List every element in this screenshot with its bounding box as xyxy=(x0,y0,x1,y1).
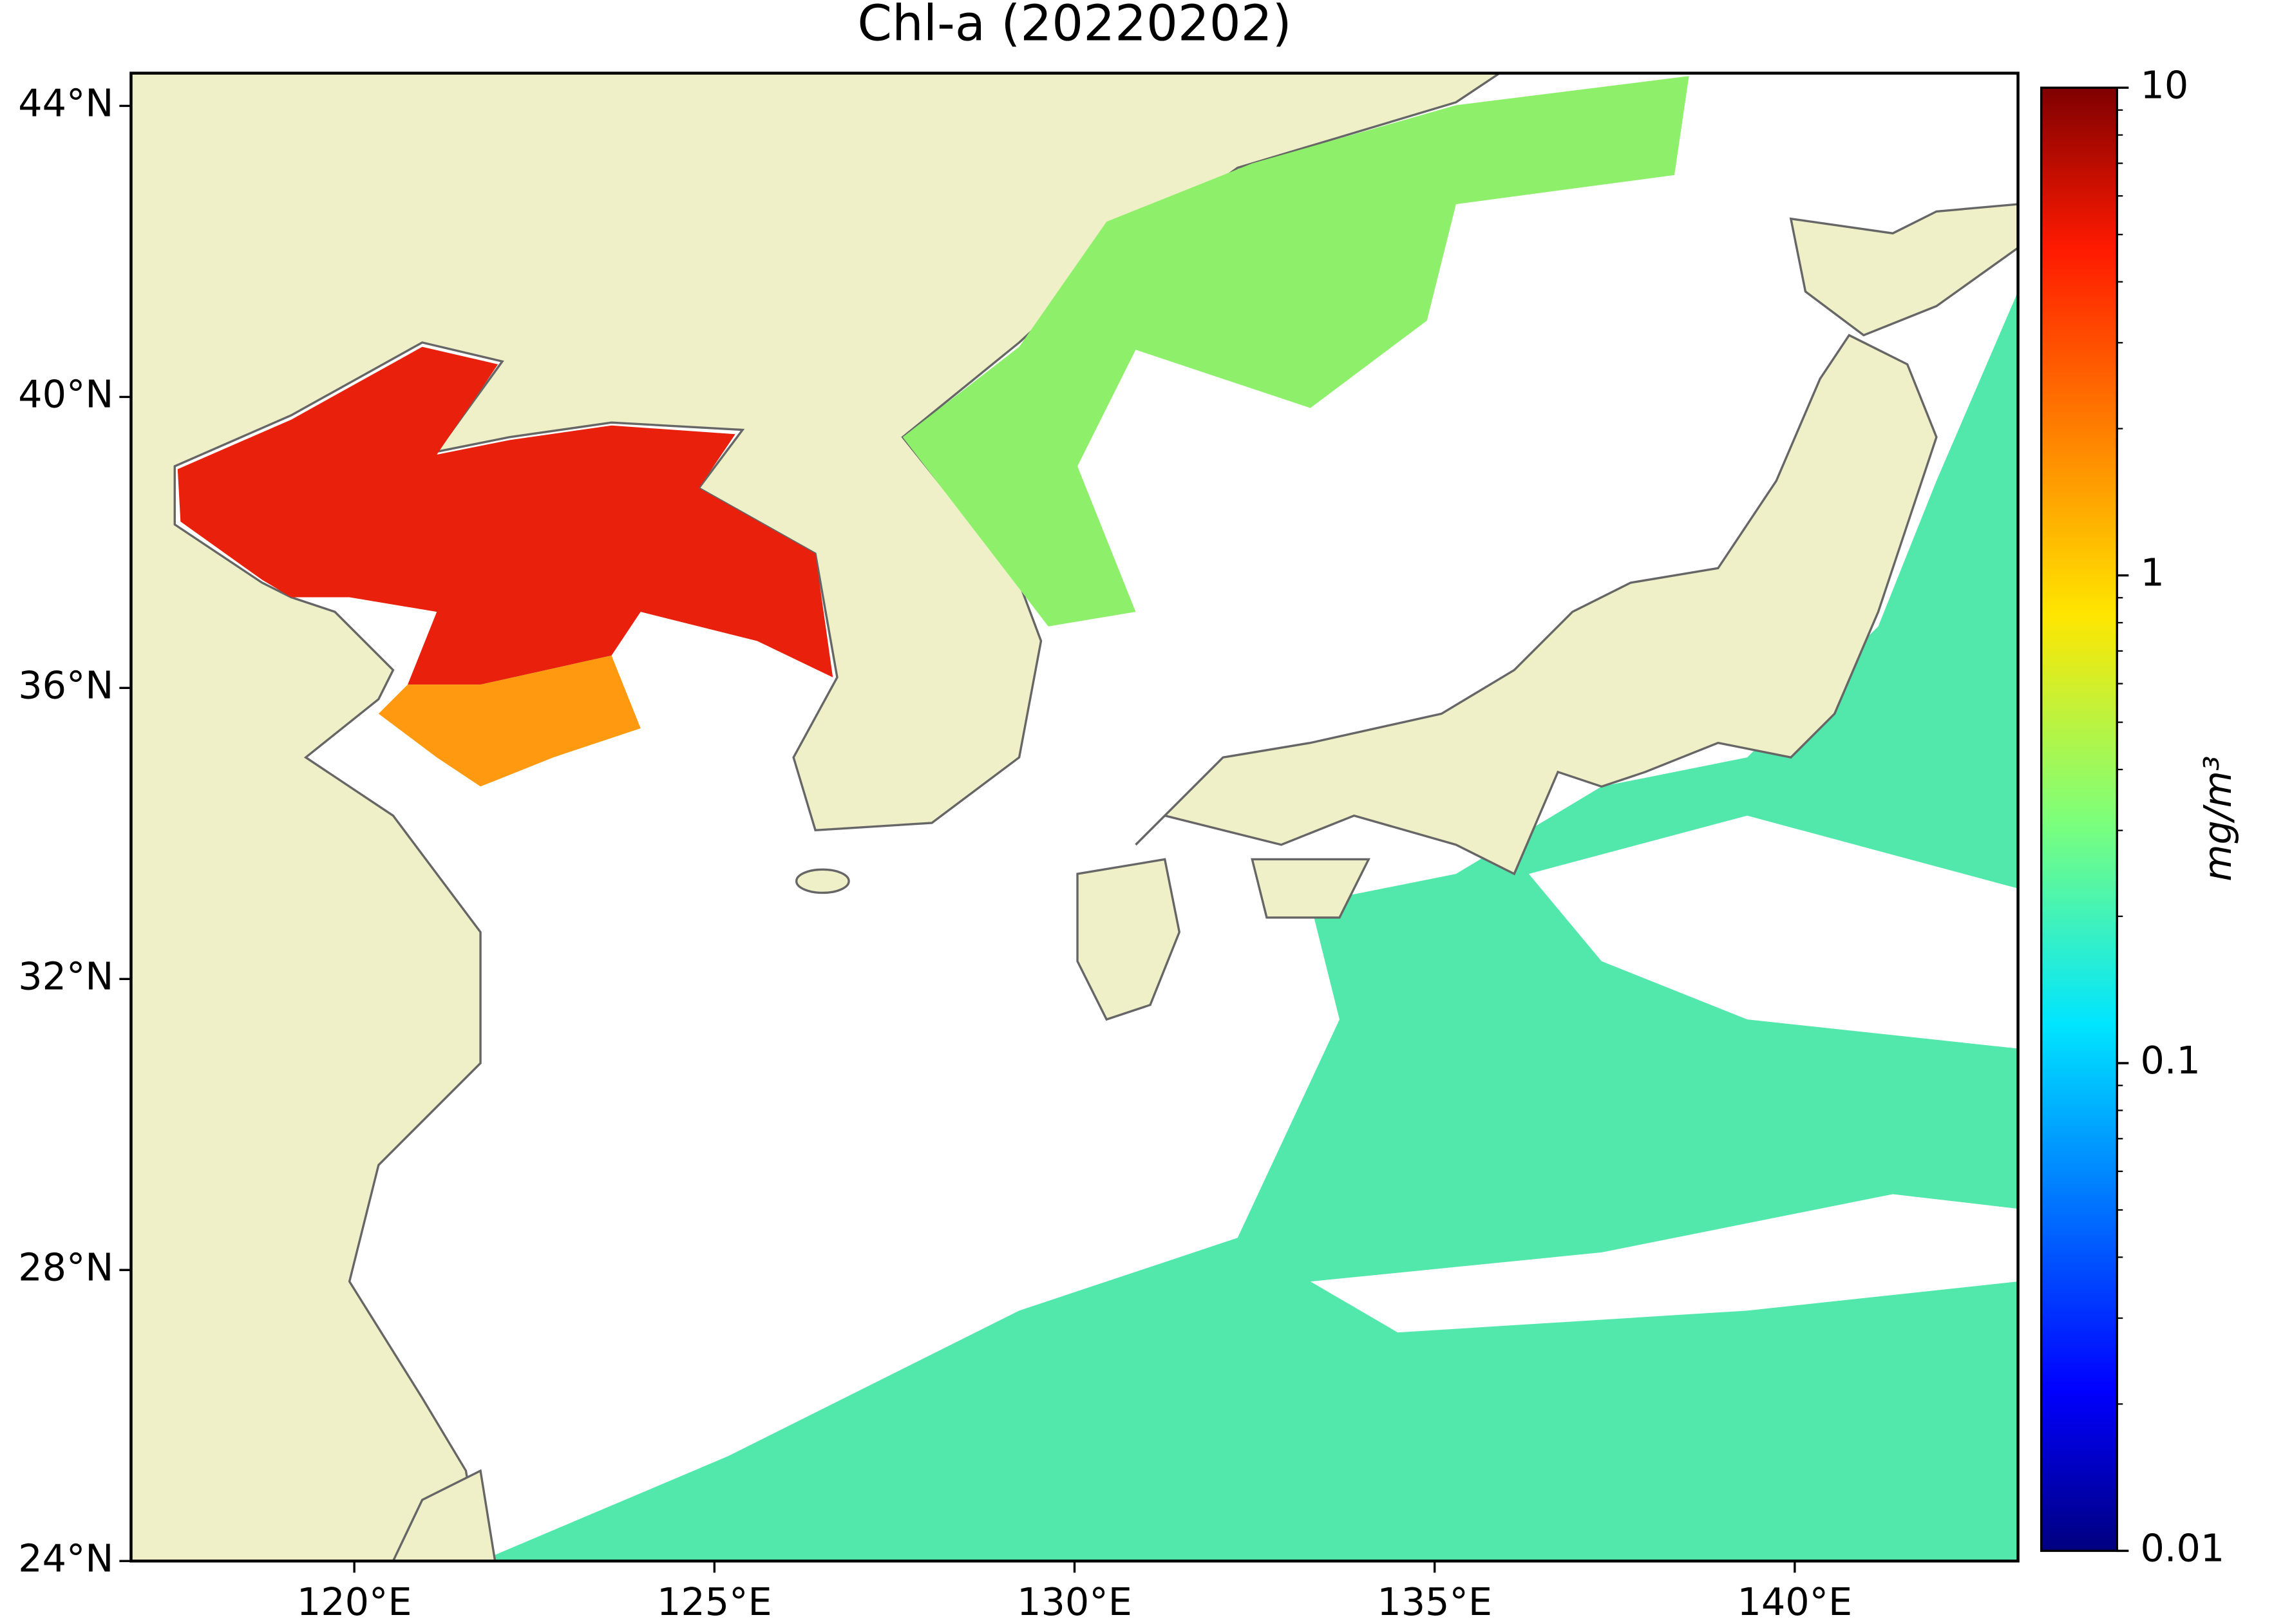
y-tick-label: 32°N xyxy=(18,954,113,998)
colorbar-label: mg/m³ xyxy=(2195,756,2240,882)
y-tick-label: 24°N xyxy=(18,1536,113,1580)
chl-east-sea xyxy=(902,76,1689,627)
land-kyushu xyxy=(1076,858,1181,1021)
map-area xyxy=(131,73,2018,1562)
land-hokkaido xyxy=(1789,203,2018,337)
land-taiwan xyxy=(392,1469,497,1562)
x-tick-label: 125°E xyxy=(657,1580,772,1624)
cloud xyxy=(1310,1194,2018,1333)
x-tick-label: 135°E xyxy=(1377,1580,1492,1624)
chart-title: Chl-a (20220202) xyxy=(857,0,1291,52)
x-tick-label: 140°E xyxy=(1737,1580,1852,1624)
colorbar xyxy=(2040,86,2118,1553)
land-honshu xyxy=(1135,334,1938,876)
x-tick-label: 120°E xyxy=(297,1580,412,1624)
y-tick-label: 28°N xyxy=(18,1245,113,1289)
colorbar-tick-label: 1 xyxy=(2140,551,2164,595)
colorbar-tick-label: 0.01 xyxy=(2140,1525,2224,1570)
colorbar-tick-label: 0.1 xyxy=(2140,1038,2200,1082)
x-tick-label: 130°E xyxy=(1017,1580,1132,1624)
chl-pacific xyxy=(480,291,2018,1562)
cloud xyxy=(1528,815,2018,1049)
land-shikoku xyxy=(1251,858,1370,919)
y-tick-label: 40°N xyxy=(18,372,113,417)
y-tick-label: 36°N xyxy=(18,663,113,707)
chl-yellow-sea xyxy=(378,655,641,787)
colorbar-tick-label: 10 xyxy=(2140,62,2188,107)
land-jeju xyxy=(795,868,850,894)
chl-bohai xyxy=(177,346,833,685)
y-tick-label: 44°N xyxy=(18,81,113,126)
